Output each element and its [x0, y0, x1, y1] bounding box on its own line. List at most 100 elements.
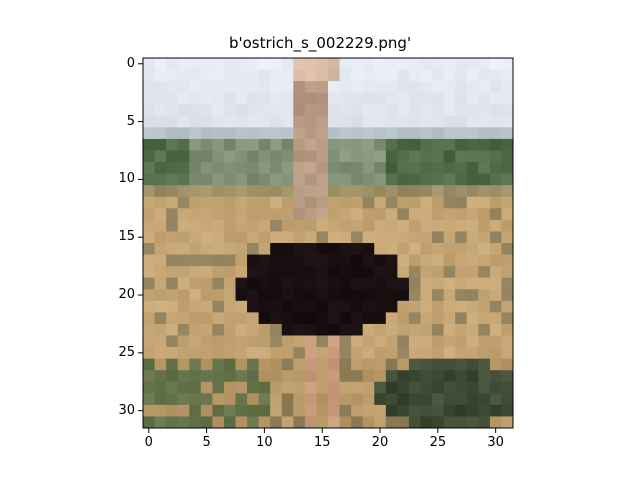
pixel — [466, 185, 479, 198]
pixel — [501, 323, 514, 336]
pixel — [143, 173, 155, 186]
pixel — [501, 393, 514, 406]
pixel — [420, 162, 433, 175]
pixel — [397, 127, 410, 140]
pixel — [328, 92, 340, 105]
pixel — [143, 323, 155, 336]
pixel — [316, 404, 329, 417]
pixel — [362, 416, 375, 429]
pixel — [189, 266, 202, 279]
pixel — [154, 393, 167, 406]
pixel — [478, 219, 491, 232]
pixel — [200, 393, 213, 406]
pixel — [385, 347, 398, 360]
pixel — [281, 115, 294, 128]
pixel — [478, 277, 491, 290]
pixel — [247, 196, 260, 209]
pixel — [455, 300, 468, 313]
pixel — [489, 69, 502, 82]
pixel — [408, 277, 421, 290]
pixel — [385, 196, 398, 209]
pixel — [420, 196, 433, 209]
pixel — [362, 150, 375, 163]
pixel — [489, 115, 502, 128]
pixel — [247, 231, 260, 244]
pixel — [166, 115, 179, 128]
pixel — [247, 312, 260, 325]
pixel — [328, 254, 340, 267]
pixel — [281, 335, 294, 348]
pixel — [374, 370, 387, 383]
pixel — [501, 115, 514, 128]
pixel — [374, 219, 387, 232]
pixel — [143, 58, 155, 70]
pixel — [362, 254, 375, 267]
pixel — [478, 266, 491, 279]
pixel — [362, 208, 375, 221]
pixel — [466, 69, 479, 82]
pixel — [304, 92, 317, 105]
y-tick-label: 0 — [126, 55, 135, 71]
pixel — [420, 92, 433, 105]
pixel — [247, 335, 260, 348]
y-tick-label: 5 — [126, 113, 135, 129]
pixel — [235, 370, 248, 383]
pixel — [397, 208, 410, 221]
pixel — [293, 92, 306, 105]
pixel — [339, 266, 352, 279]
pixel — [362, 58, 375, 70]
pixel — [154, 254, 167, 267]
pixel — [247, 381, 260, 394]
pixel — [212, 196, 225, 209]
pixel — [489, 266, 502, 279]
pixel — [304, 335, 317, 348]
pixel — [200, 231, 213, 244]
pixel — [293, 416, 306, 429]
pixel — [304, 381, 317, 394]
pixel — [143, 277, 155, 290]
pixel — [466, 289, 479, 302]
pixel — [316, 416, 329, 429]
pixel — [200, 277, 213, 290]
pixel — [316, 185, 329, 198]
pixel — [351, 335, 364, 348]
pixel — [466, 219, 479, 232]
pixel — [432, 370, 445, 383]
pixel — [143, 162, 155, 175]
pixel — [374, 381, 387, 394]
pixel — [200, 173, 213, 186]
pixel — [432, 104, 445, 117]
pixel — [489, 347, 502, 360]
pixel — [328, 416, 340, 429]
pixel — [351, 277, 364, 290]
pixel — [408, 127, 421, 140]
pixel — [501, 150, 514, 163]
pixel — [200, 289, 213, 302]
pixel — [420, 358, 433, 371]
pixel — [177, 358, 190, 371]
pixel — [443, 381, 456, 394]
pixel — [281, 323, 294, 336]
pixel — [339, 104, 352, 117]
pixel — [316, 312, 329, 325]
pixel — [212, 219, 225, 232]
pixel — [304, 416, 317, 429]
pixel — [374, 150, 387, 163]
pixel — [223, 347, 236, 360]
pixel — [235, 162, 248, 175]
pixel — [281, 81, 294, 94]
pixel — [143, 231, 155, 244]
pixel — [223, 104, 236, 117]
pixel — [362, 335, 375, 348]
pixel — [328, 69, 340, 82]
pixel — [362, 115, 375, 128]
pixel — [443, 266, 456, 279]
pixel — [212, 358, 225, 371]
pixel — [258, 104, 271, 117]
pixel — [316, 81, 329, 94]
pixel — [281, 277, 294, 290]
pixel — [223, 254, 236, 267]
pixel — [397, 404, 410, 417]
x-tick-label: 5 — [202, 435, 211, 450]
pixel — [432, 208, 445, 221]
